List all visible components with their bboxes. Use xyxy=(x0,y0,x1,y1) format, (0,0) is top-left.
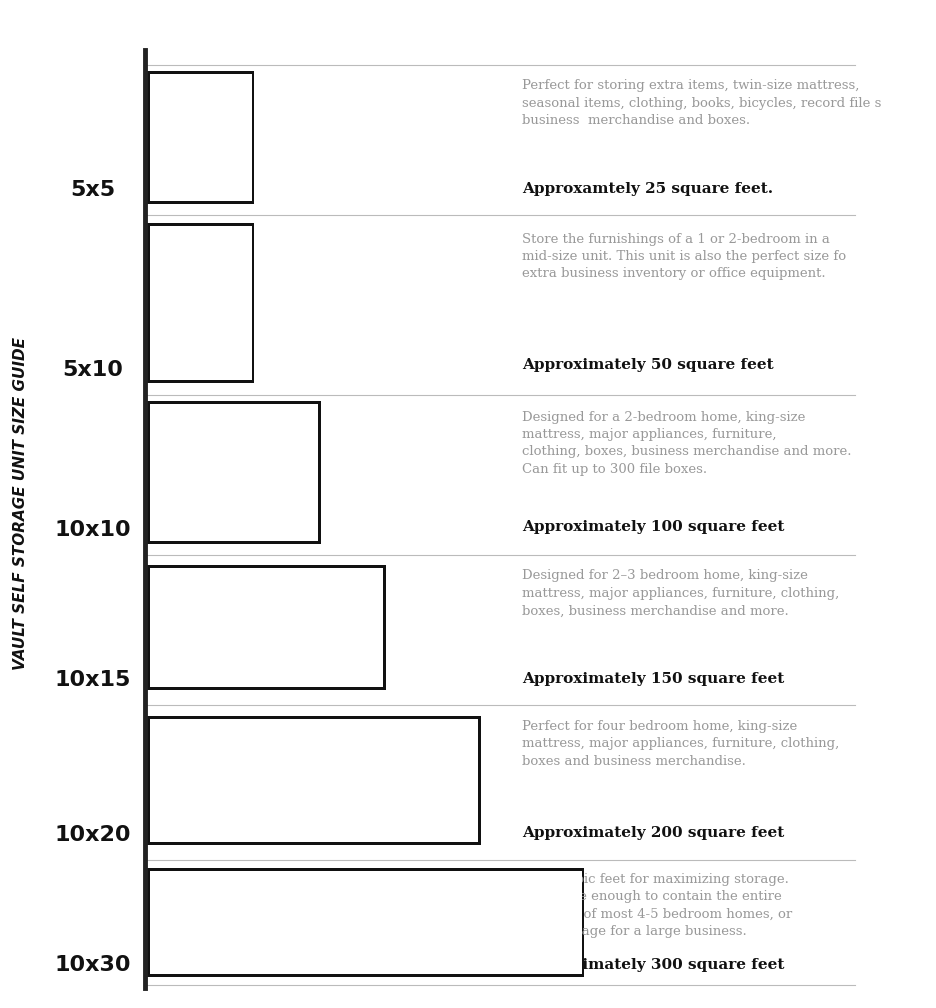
Bar xyxy=(154,408,210,447)
Bar xyxy=(150,871,581,974)
Bar xyxy=(147,223,255,382)
Text: VAULT SELF STORAGE UNIT SIZE GUIDE: VAULT SELF STORAGE UNIT SIZE GUIDE xyxy=(13,338,28,670)
Bar xyxy=(154,454,230,482)
Bar xyxy=(298,723,459,766)
Bar xyxy=(218,408,311,447)
Bar xyxy=(224,723,288,755)
Bar xyxy=(224,800,288,833)
Text: 5x5: 5x5 xyxy=(70,180,115,200)
Bar xyxy=(519,927,569,963)
Bar xyxy=(147,716,481,845)
Text: Approximately 200 square feet: Approximately 200 square feet xyxy=(521,826,783,840)
Text: Approximately 300 square feet: Approximately 300 square feet xyxy=(521,959,784,973)
Bar xyxy=(272,875,378,911)
Bar xyxy=(241,454,311,482)
Bar xyxy=(154,597,210,617)
Text: 10x20: 10x20 xyxy=(54,825,131,845)
Text: 2400 cubic feet for maximizing storage.
It is large enough to contain the entire: 2400 cubic feet for maximizing storage. … xyxy=(521,873,792,938)
Bar xyxy=(391,875,505,911)
Text: Approximately 150 square feet: Approximately 150 square feet xyxy=(521,671,783,685)
Text: Designed for 2–3 bedroom home, king-size
mattress, major appliances, furniture, : Designed for 2–3 bedroom home, king-size… xyxy=(521,570,839,618)
Text: 10x10: 10x10 xyxy=(54,520,131,540)
Text: Approximately 100 square feet: Approximately 100 square feet xyxy=(521,520,784,534)
Text: Designed for a 2-bedroom home, king-size
mattress, major appliances, furniture,
: Designed for a 2-bedroom home, king-size… xyxy=(521,410,851,476)
Bar xyxy=(154,941,200,968)
Bar xyxy=(154,639,361,677)
Text: Approximately 50 square feet: Approximately 50 square feet xyxy=(521,359,773,373)
Text: Store the furnishings of a 1 or 2-bedroom in a
mid-size unit. This unit is also : Store the furnishings of a 1 or 2-bedroo… xyxy=(521,233,846,280)
Bar xyxy=(154,295,196,325)
Bar xyxy=(154,498,314,534)
Bar xyxy=(154,230,248,291)
Bar xyxy=(150,719,478,842)
Bar xyxy=(154,78,196,140)
Text: Perfect for four bedroom home, king-size
mattress, major appliances, furniture, : Perfect for four bedroom home, king-size… xyxy=(521,720,839,768)
Text: Perfect for storing extra items, twin-size mattress,
seasonal items, clothing, b: Perfect for storing extra items, twin-si… xyxy=(521,80,881,127)
Bar xyxy=(150,404,318,540)
Text: 10x15: 10x15 xyxy=(54,670,130,690)
Bar xyxy=(272,928,378,964)
Bar xyxy=(202,143,245,192)
Text: 5x10: 5x10 xyxy=(62,360,123,380)
Bar xyxy=(209,880,264,919)
Bar xyxy=(154,332,248,373)
Bar xyxy=(154,573,210,593)
Bar xyxy=(150,569,383,686)
Bar xyxy=(147,71,255,205)
Bar xyxy=(154,800,211,833)
Bar xyxy=(147,401,321,543)
Bar xyxy=(154,147,196,180)
Bar xyxy=(154,723,211,755)
Text: 10x30: 10x30 xyxy=(54,955,131,975)
Bar xyxy=(202,78,245,120)
Bar xyxy=(221,573,374,617)
Bar xyxy=(298,786,459,830)
Bar xyxy=(147,868,584,977)
Bar xyxy=(391,932,442,965)
Bar xyxy=(519,875,569,915)
Bar xyxy=(150,226,252,379)
Bar xyxy=(224,763,288,795)
Bar xyxy=(150,74,252,202)
Bar xyxy=(205,295,248,325)
Bar xyxy=(147,565,386,689)
Text: Approxamtely 25 square feet.: Approxamtely 25 square feet. xyxy=(521,181,773,196)
Bar xyxy=(154,909,200,935)
Bar xyxy=(459,932,510,965)
Bar xyxy=(154,875,200,902)
Bar xyxy=(209,930,264,959)
Bar xyxy=(154,763,211,795)
